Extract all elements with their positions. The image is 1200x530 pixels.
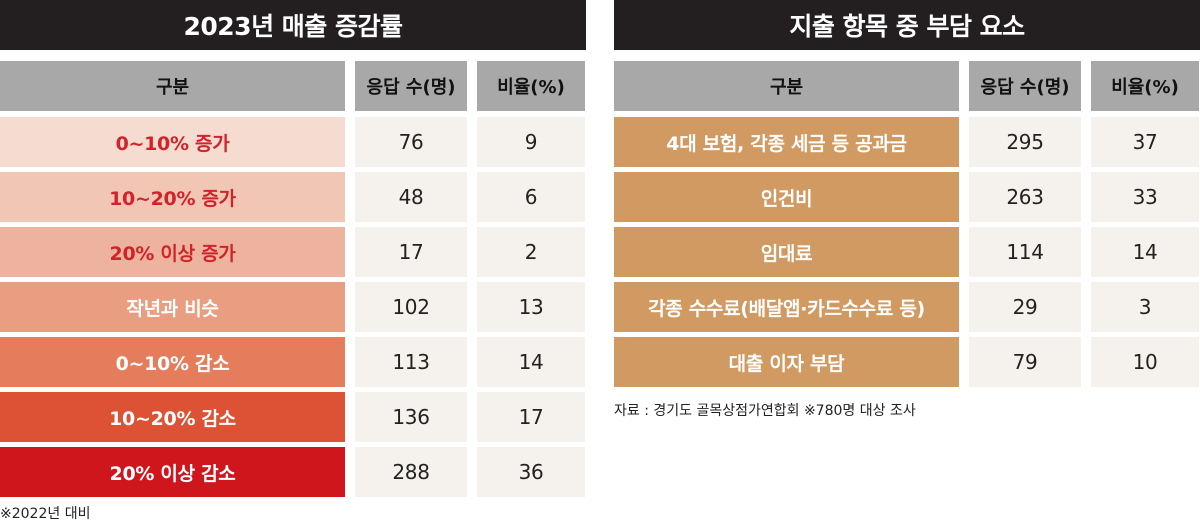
sales-change-panel: 2023년 매출 증감률 구분 응답 수(명) 비율(%) 0~10% 증가 7… (0, 0, 586, 497)
row-label: 20% 이상 감소 (0, 447, 345, 497)
table-row: 임대료 114 14 (614, 227, 1199, 277)
table-row: 작년과 비슷 102 13 (0, 282, 585, 332)
row-label: 대출 이자 부담 (614, 337, 959, 387)
row-ratio: 3 (1091, 282, 1199, 332)
row-label: 0~10% 감소 (0, 337, 345, 387)
row-count: 136 (355, 392, 467, 442)
row-label: 4대 보험, 각종 세금 등 공과금 (614, 117, 959, 167)
header-category: 구분 (0, 61, 345, 111)
row-label: 10~20% 감소 (0, 392, 345, 442)
row-count: 79 (969, 337, 1081, 387)
row-count: 263 (969, 172, 1081, 222)
row-ratio: 37 (1091, 117, 1199, 167)
row-ratio: 13 (477, 282, 585, 332)
row-count: 48 (355, 172, 467, 222)
row-label: 각종 수수료(배달앱·카드수수료 등) (614, 282, 959, 332)
header-category: 구분 (614, 61, 959, 111)
table-row: 인건비 263 33 (614, 172, 1199, 222)
row-label: 임대료 (614, 227, 959, 277)
sales-change-rows: 0~10% 증가 76 9 10~20% 증가 48 6 20% 이상 증가 1… (0, 117, 585, 497)
row-ratio: 14 (477, 337, 585, 387)
row-ratio: 9 (477, 117, 585, 167)
header-count: 응답 수(명) (355, 61, 467, 111)
sales-change-footnote: ※2022년 대비 (0, 506, 91, 522)
table-row: 0~10% 증가 76 9 (0, 117, 585, 167)
table-row: 10~20% 증가 48 6 (0, 172, 585, 222)
sales-change-title: 2023년 매출 증감률 (0, 0, 586, 50)
header-count: 응답 수(명) (969, 61, 1081, 111)
row-label: 0~10% 증가 (0, 117, 345, 167)
row-count: 113 (355, 337, 467, 387)
row-ratio: 2 (477, 227, 585, 277)
row-count: 114 (969, 227, 1081, 277)
expense-burden-panel: 지출 항목 중 부담 요소 구분 응답 수(명) 비율(%) 4대 보험, 각종… (614, 0, 1200, 387)
row-ratio: 33 (1091, 172, 1199, 222)
expense-burden-header-row: 구분 응답 수(명) 비율(%) (614, 61, 1199, 111)
header-ratio: 비율(%) (1091, 61, 1199, 111)
row-count: 102 (355, 282, 467, 332)
row-count: 29 (969, 282, 1081, 332)
sales-change-header-row: 구분 응답 수(명) 비율(%) (0, 61, 585, 111)
table-row: 20% 이상 감소 288 36 (0, 447, 585, 497)
row-ratio: 10 (1091, 337, 1199, 387)
table-row: 0~10% 감소 113 14 (0, 337, 585, 387)
row-ratio: 36 (477, 447, 585, 497)
row-ratio: 6 (477, 172, 585, 222)
expense-burden-title: 지출 항목 중 부담 요소 (614, 0, 1200, 50)
row-label: 인건비 (614, 172, 959, 222)
table-row: 4대 보험, 각종 세금 등 공과금 295 37 (614, 117, 1199, 167)
header-ratio: 비율(%) (477, 61, 585, 111)
row-label: 작년과 비슷 (0, 282, 345, 332)
row-count: 76 (355, 117, 467, 167)
table-row: 10~20% 감소 136 17 (0, 392, 585, 442)
row-label: 10~20% 증가 (0, 172, 345, 222)
table-row: 20% 이상 증가 17 2 (0, 227, 585, 277)
table-row: 대출 이자 부담 79 10 (614, 337, 1199, 387)
row-count: 17 (355, 227, 467, 277)
row-count: 288 (355, 447, 467, 497)
expense-burden-rows: 4대 보험, 각종 세금 등 공과금 295 37 인건비 263 33 임대료… (614, 117, 1199, 387)
row-label: 20% 이상 증가 (0, 227, 345, 277)
expense-burden-source-note: 자료 : 경기도 골목상점가연합회 ※780명 대상 조사 (614, 403, 916, 419)
table-row: 각종 수수료(배달앱·카드수수료 등) 29 3 (614, 282, 1199, 332)
row-count: 295 (969, 117, 1081, 167)
row-ratio: 17 (477, 392, 585, 442)
row-ratio: 14 (1091, 227, 1199, 277)
